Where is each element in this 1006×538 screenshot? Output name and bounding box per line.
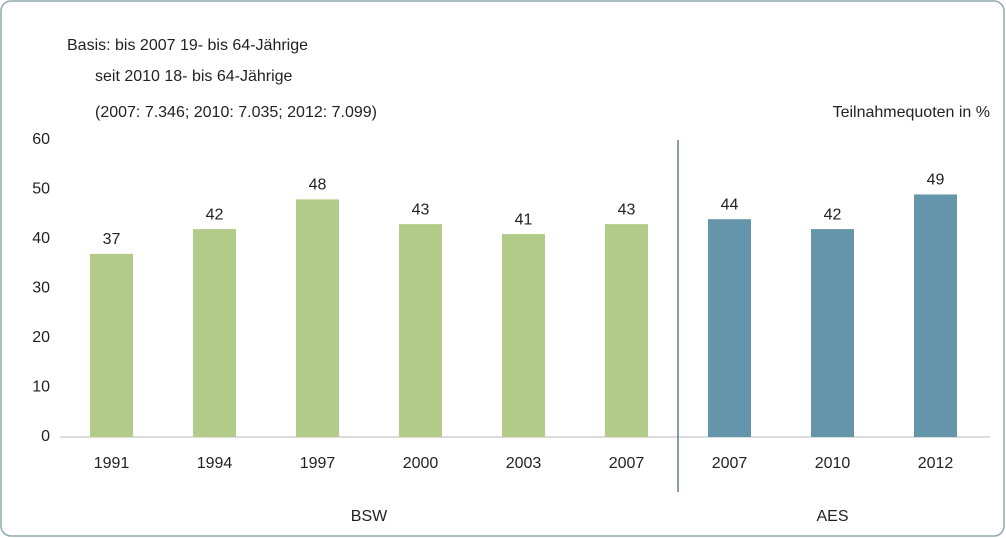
bar: [811, 229, 854, 437]
note: (2007: 7.346; 2010: 7.035; 2012: 7.099): [95, 104, 377, 121]
x-tick-label: 2010: [815, 455, 851, 472]
x-tick-label: 1994: [197, 455, 233, 472]
bar: [399, 224, 442, 437]
bar: [193, 229, 236, 437]
value-label: 43: [618, 201, 636, 218]
bar: [90, 253, 133, 437]
y-tick-label: 40: [32, 230, 50, 247]
bar: [914, 194, 957, 437]
bar: [708, 219, 751, 437]
x-tick-label: 2003: [506, 455, 542, 472]
x-tick-label: 2012: [918, 455, 954, 472]
value-label: 49: [927, 172, 945, 189]
value-label: 43: [412, 201, 430, 218]
bar: [502, 234, 545, 437]
y-tick-label: 30: [32, 280, 50, 297]
x-tick-label: 2007: [712, 455, 748, 472]
value-label: 42: [206, 206, 224, 223]
x-tick-label: 1997: [300, 455, 336, 472]
value-label: 41: [515, 211, 533, 228]
group-label: BSW: [351, 508, 388, 525]
bar: [296, 199, 339, 437]
group-label: AES: [816, 508, 848, 525]
bar: [605, 224, 648, 437]
value-label: 44: [721, 196, 739, 213]
y-tick-label: 60: [32, 131, 50, 148]
x-tick-label: 2000: [403, 455, 439, 472]
x-tick-label: 2007: [609, 455, 645, 472]
note: seit 2010 18- bis 64-Jährige: [95, 68, 293, 85]
value-label: 37: [103, 231, 121, 248]
value-label: 42: [824, 206, 842, 223]
value-label: 48: [309, 177, 327, 194]
note: Basis: bis 2007 19- bis 64-Jährige: [67, 37, 308, 54]
y-tick-label: 0: [41, 428, 50, 445]
x-tick-label: 1991: [94, 455, 130, 472]
y-tick-label: 20: [32, 329, 50, 346]
unit-label: Teilnahmequoten in %: [833, 104, 990, 121]
y-tick-label: 50: [32, 181, 50, 198]
y-tick-label: 10: [32, 379, 50, 396]
